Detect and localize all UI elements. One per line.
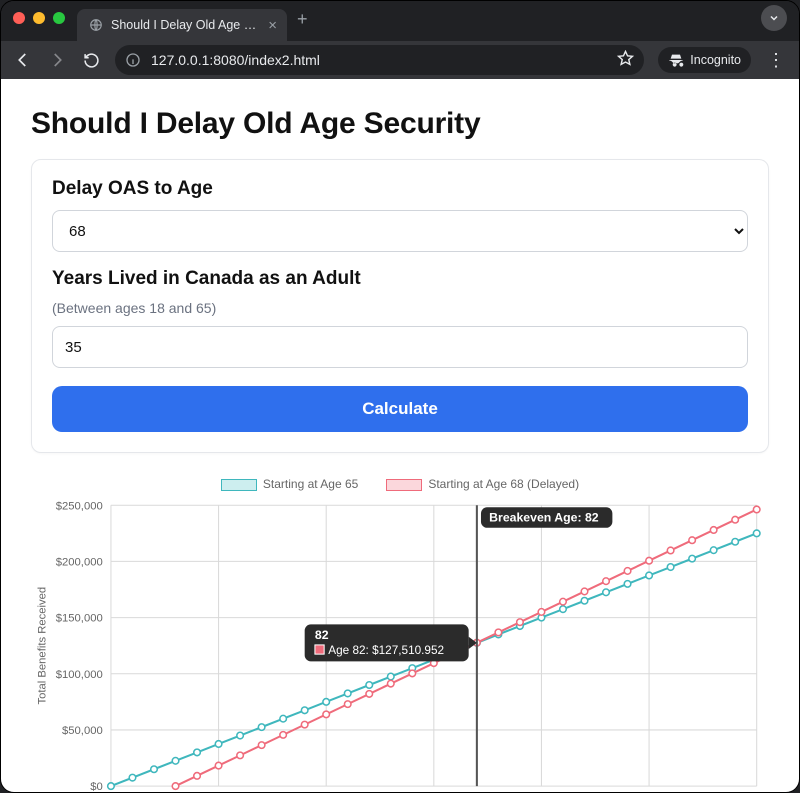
tab-close-icon[interactable]: × — [268, 18, 277, 33]
bookmark-star-icon[interactable] — [617, 50, 634, 70]
delay-label: Delay OAS to Age — [52, 178, 748, 200]
legend-item[interactable]: Starting at Age 65 — [221, 477, 358, 491]
site-info-icon[interactable] — [125, 52, 141, 68]
delay-age-select[interactable]: 656667686970 — [52, 210, 748, 252]
years-sublabel: (Between ages 18 and 65) — [52, 300, 748, 316]
svg-text:Breakeven Age: 82: Breakeven Age: 82 — [489, 511, 599, 525]
titlebar: Should I Delay Old Age Secur × + — [1, 1, 799, 41]
browser-tab[interactable]: Should I Delay Old Age Secur × — [77, 9, 287, 41]
tab-title: Should I Delay Old Age Secur — [111, 18, 260, 32]
browser-toolbar: 127.0.0.1:8080/index2.html Incognito ⋮ — [1, 41, 799, 79]
svg-text:$250,000: $250,000 — [56, 500, 103, 512]
chart-legend: Starting at Age 65 Starting at Age 68 (De… — [31, 477, 769, 491]
forward-button[interactable] — [47, 50, 67, 70]
page-viewport: Should I Delay Old Age Security Delay OA… — [1, 79, 799, 792]
legend-item[interactable]: Starting at Age 68 (Delayed) — [386, 477, 579, 491]
window-menu-button[interactable] — [761, 5, 787, 31]
incognito-icon — [668, 52, 684, 68]
window-close-icon[interactable] — [13, 12, 25, 24]
url-text: 127.0.0.1:8080/index2.html — [151, 52, 607, 68]
svg-text:$200,000: $200,000 — [56, 557, 103, 569]
incognito-label: Incognito — [690, 53, 741, 67]
svg-text:Total Benefits Received: Total Benefits Received — [36, 587, 48, 705]
new-tab-button[interactable]: + — [287, 9, 318, 34]
window-max-icon[interactable] — [53, 12, 65, 24]
globe-icon — [89, 18, 103, 32]
back-button[interactable] — [13, 50, 33, 70]
svg-text:Age 82: $127,510.952: Age 82: $127,510.952 — [328, 644, 444, 657]
page-title: Should I Delay Old Age Security — [31, 107, 769, 141]
browser-menu-button[interactable]: ⋮ — [765, 50, 787, 71]
window-controls — [13, 12, 65, 24]
svg-text:$150,000: $150,000 — [56, 613, 103, 625]
browser-window: Should I Delay Old Age Secur × + 127.0.0… — [0, 0, 800, 793]
incognito-badge: Incognito — [658, 47, 751, 73]
years-input[interactable] — [52, 326, 748, 368]
benefits-chart: $0 $50,000 $100,000 $150,000 $200,000 $250,00… — [31, 495, 769, 792]
form-card: Delay OAS to Age 656667686970 Years Live… — [31, 159, 769, 453]
svg-text:$50,000: $50,000 — [62, 725, 103, 737]
calculate-button[interactable]: Calculate — [52, 386, 748, 432]
window-min-icon[interactable] — [33, 12, 45, 24]
reload-button[interactable] — [81, 50, 101, 70]
svg-text:$0: $0 — [90, 781, 103, 792]
years-label: Years Lived in Canada as an Adult — [52, 268, 748, 290]
address-bar[interactable]: 127.0.0.1:8080/index2.html — [115, 45, 644, 75]
chart-area: Starting at Age 65 Starting at Age 68 (De… — [31, 477, 769, 792]
svg-text:82: 82 — [315, 628, 329, 642]
svg-text:$100,000: $100,000 — [56, 669, 103, 681]
